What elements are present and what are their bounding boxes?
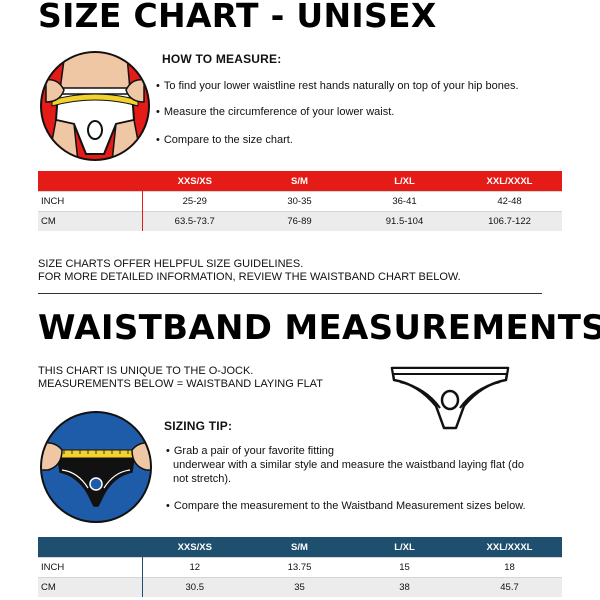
sizing-tip-1-line-1: Grab a pair of your favorite fitting xyxy=(173,445,335,457)
table-cell: 30-35 xyxy=(247,191,352,212)
sizing-tip-2-text: Compare the measurement to the Waistband… xyxy=(173,500,526,512)
table-cell: 42-48 xyxy=(457,191,562,212)
sizing-tip-1-line-3: not stretch). xyxy=(173,473,232,485)
sizing-tip-1: • Grab a pair of your favorite fitting un… xyxy=(166,444,566,486)
size-guideline-note-1: SIZE CHARTS OFFER HELPFUL SIZE GUIDELINE… xyxy=(38,258,304,270)
size-chart-header-xxs-xs: XXS/XS xyxy=(142,171,247,192)
waist-measuring-illustration-icon xyxy=(38,50,153,162)
measure-instruction-3: • Compare to the size chart. xyxy=(156,134,293,146)
waistband-chart-header-blank xyxy=(38,537,143,558)
table-cell: 63.5-73.7 xyxy=(142,211,247,231)
table-cell: 45.7 xyxy=(457,577,562,597)
table-cell: CM xyxy=(38,211,143,231)
measure-instruction-2: • Measure the circumference of your lower… xyxy=(156,106,395,118)
table-cell: 38 xyxy=(352,577,457,597)
table-cell: 35 xyxy=(247,577,352,597)
waistband-chart-header-xxl-xxxl: XXL/XXXL xyxy=(457,537,562,558)
waistband-chart-row-inch: INCH 12 13.75 15 18 xyxy=(38,557,562,578)
waistband-chart-header-row: XXS/XS S/M L/XL XXL/XXXL xyxy=(38,537,562,558)
table-cell: 15 xyxy=(352,557,457,578)
waistband-chart-header-xxs-xs: XXS/XS xyxy=(142,537,247,558)
waistband-intro-line-2: MEASUREMENTS BELOW = WAISTBAND LAYING FL… xyxy=(38,378,323,390)
table-cell: 12 xyxy=(142,557,247,578)
size-chart-title: SIZE CHART - UNISEX xyxy=(38,0,437,35)
measure-instruction-3-text: Compare to the size chart. xyxy=(163,134,293,146)
size-chart-header-l-xl: L/XL xyxy=(352,171,457,192)
waistband-chart-header-s-m: S/M xyxy=(247,537,352,558)
size-chart-row-cm: CM 63.5-73.7 76-89 91.5-104 106.7-122 xyxy=(38,211,562,231)
table-cell: 91.5-104 xyxy=(352,211,457,231)
table-cell: 25-29 xyxy=(142,191,247,212)
size-chart-header-blank xyxy=(38,171,143,192)
waistband-chart-header-l-xl: L/XL xyxy=(352,537,457,558)
waistband-measuring-illustration-icon xyxy=(38,410,156,524)
size-chart-header-s-m: S/M xyxy=(247,171,352,192)
table-cell: INCH xyxy=(38,557,143,578)
size-chart-header-row: XXS/XS S/M L/XL XXL/XXXL xyxy=(38,171,562,192)
table-cell: 30.5 xyxy=(142,577,247,597)
table-cell: INCH xyxy=(38,191,143,212)
size-chart-row-inch: INCH 25-29 30-35 36-41 42-48 xyxy=(38,191,562,212)
table-cell: 106.7-122 xyxy=(457,211,562,231)
measure-instruction-1-text: To find your lower waistline rest hands … xyxy=(163,80,519,92)
sizing-tip-2: • Compare the measurement to the Waistban… xyxy=(166,500,526,512)
size-chart-table: XXS/XS S/M L/XL XXL/XXXL INCH 25-29 30-3… xyxy=(38,171,562,231)
size-guideline-note-2: FOR MORE DETAILED INFORMATION, REVIEW TH… xyxy=(38,271,461,283)
table-cell: 13.75 xyxy=(247,557,352,578)
measure-instruction-1: • To find your lower waistline rest hands… xyxy=(156,80,519,92)
section-divider xyxy=(38,293,542,294)
waistband-chart-table: XXS/XS S/M L/XL XXL/XXXL INCH 12 13.75 1… xyxy=(38,537,562,597)
o-jock-product-icon xyxy=(386,360,514,432)
table-cell: 36-41 xyxy=(352,191,457,212)
waistband-intro-line-1: THIS CHART IS UNIQUE TO THE O-JOCK. xyxy=(38,365,254,377)
table-cell: CM xyxy=(38,577,143,597)
measure-instruction-2-text: Measure the circumference of your lower … xyxy=(163,106,395,118)
sizing-tip-1-line-2: underwear with a similar style and measu… xyxy=(173,459,524,471)
how-to-measure-heading: HOW TO MEASURE: xyxy=(162,52,282,66)
sizing-tip-heading: SIZING TIP: xyxy=(164,419,233,433)
size-chart-header-xxl-xxxl: XXL/XXXL xyxy=(457,171,562,192)
table-cell: 76-89 xyxy=(247,211,352,231)
table-cell: 18 xyxy=(457,557,562,578)
waistband-measurements-title: WAISTBAND MEASUREMENTS xyxy=(38,308,600,348)
waistband-chart-row-cm: CM 30.5 35 38 45.7 xyxy=(38,577,562,597)
